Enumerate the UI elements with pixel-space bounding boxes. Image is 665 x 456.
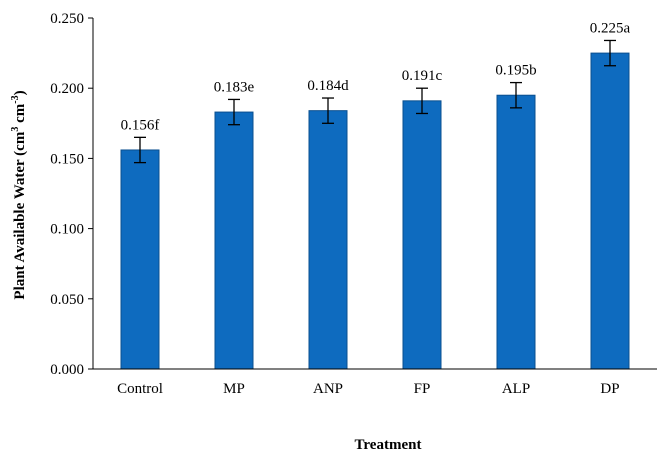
y-tick-label: 0.250: [50, 11, 84, 27]
data-label: 0.195b: [495, 63, 536, 79]
data-label: 0.191c: [402, 68, 443, 84]
y-axis-title-prefix: Plant Available Water (cm: [12, 131, 28, 299]
bar: [308, 110, 348, 370]
bar: [496, 94, 536, 370]
bar: [120, 149, 160, 370]
data-label: 0.156f: [121, 117, 160, 133]
bar: [590, 52, 630, 370]
x-axis-title: Treatment: [355, 437, 422, 453]
axes-group: [92, 18, 657, 370]
y-axis-title: Plant Available Water (cm3 cm-3): [10, 90, 28, 299]
x-tick-label: DP: [600, 381, 619, 397]
error-bars-group: [134, 39, 616, 164]
x-tick-label: Control: [117, 381, 163, 397]
x-tick-label: ANP: [313, 381, 343, 397]
data-label: 0.183e: [214, 79, 255, 95]
bar: [402, 100, 442, 370]
data-labels-group: 0.156f 0.183e 0.184d 0.191c 0.195b 0.225a: [121, 20, 631, 133]
y-axis-title-sup2: -3: [10, 95, 21, 103]
y-ticks-group: 0.000 0.050 0.100 0.150 0.200 0.250: [50, 11, 93, 378]
y-axis-title-suffix: ): [12, 90, 28, 95]
y-tick-label: 0.000: [50, 362, 84, 378]
y-axis-title-middle: cm: [12, 103, 28, 126]
y-axis-title-sup1: 3: [10, 127, 21, 132]
x-tick-label: MP: [223, 381, 245, 397]
y-tick-label: 0.200: [50, 81, 84, 97]
data-label: 0.225a: [590, 20, 631, 36]
y-tick-label: 0.100: [50, 222, 84, 238]
y-tick-label: 0.050: [50, 292, 84, 308]
bar: [214, 111, 254, 370]
x-tick-label: FP: [414, 381, 431, 397]
x-tick-label: ALP: [502, 381, 530, 397]
bars-group: [120, 52, 630, 370]
data-label: 0.184d: [307, 78, 349, 94]
y-tick-label: 0.150: [50, 151, 84, 167]
x-ticks-group: Control MP ANP FP ALP DP: [117, 381, 620, 397]
